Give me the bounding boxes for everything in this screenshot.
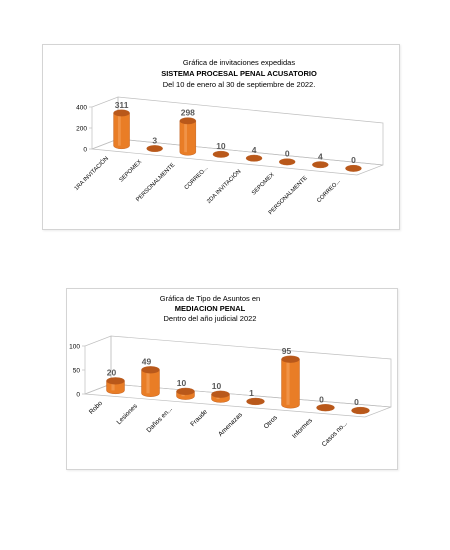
- chart-panel-mediacion: Gráfica de Tipo de Asuntos en MEDIACION …: [66, 288, 398, 470]
- data-label: 311: [115, 100, 129, 110]
- category-label: Casos no...: [321, 420, 349, 448]
- bar-body: [179, 120, 197, 156]
- bar-top: [212, 150, 230, 158]
- chart-title-line-1: Gráfica de Tipo de Asuntos en: [160, 294, 260, 303]
- bar-top: [312, 161, 329, 169]
- category-label: Daños en...: [145, 406, 174, 435]
- data-label: 3: [152, 135, 157, 145]
- data-label: 1: [249, 388, 254, 398]
- bar: [246, 397, 265, 406]
- data-label: 0: [285, 149, 290, 159]
- data-label: 0: [319, 394, 324, 404]
- bar: [212, 150, 230, 158]
- category-label: SEPOMEX: [119, 159, 144, 184]
- bar-top: [246, 397, 265, 406]
- bar-top: [113, 109, 130, 117]
- data-label: 4: [318, 152, 323, 162]
- bar-highlight: [286, 359, 290, 405]
- chart-title-line-2: MEDIACION PENAL: [175, 304, 246, 313]
- chart-title-line-3: Dentro del año judicial 2022: [164, 314, 257, 323]
- category-label: 1RA INVITACIÓN: [73, 155, 110, 192]
- category-label: Fraude: [189, 408, 209, 428]
- data-label: 0: [354, 397, 359, 407]
- bar-top: [176, 387, 195, 395]
- data-label: 298: [181, 108, 195, 118]
- bar-body: [141, 369, 160, 397]
- category-label: SEPOMEX: [251, 172, 276, 197]
- chart-side-wall: [91, 96, 119, 150]
- bar-top: [345, 164, 362, 172]
- data-label: 95: [282, 346, 292, 356]
- category-label: Lesiones: [116, 402, 140, 426]
- chart-back-wall: [117, 96, 384, 166]
- bar-body: [106, 380, 125, 395]
- bar-top: [316, 404, 335, 412]
- bar-top: [351, 406, 370, 415]
- bar: [316, 404, 335, 412]
- bar-highlight: [111, 380, 115, 391]
- y-tick-label: 0: [76, 392, 80, 399]
- category-label: CORREO...: [316, 178, 342, 204]
- bar-body: [113, 112, 130, 149]
- category-label: Robo: [88, 400, 104, 416]
- bar-highlight: [184, 120, 188, 153]
- bar: [345, 164, 362, 172]
- bar-top: [106, 377, 125, 385]
- bar: [351, 406, 370, 415]
- category-label: Amenazas: [217, 411, 244, 438]
- bar: [141, 366, 160, 397]
- bar-top: [245, 154, 263, 162]
- category-label: CORREO...: [184, 165, 210, 191]
- chart-title-line-2: SISTEMA PROCESAL PENAL ACUSATORIO: [161, 69, 317, 78]
- bar: [245, 154, 263, 162]
- bar: [176, 387, 195, 400]
- data-label: 10: [177, 378, 187, 388]
- chart-panel-invitaciones: Gráfica de invitaciones expedidas SISTEM…: [42, 44, 400, 230]
- bar-top: [141, 366, 160, 374]
- bar: [179, 117, 197, 156]
- bar: [211, 390, 230, 403]
- bar: [281, 355, 300, 409]
- bar-top: [278, 158, 296, 166]
- bar-highlight: [146, 369, 150, 394]
- y-tick-label: 400: [76, 105, 87, 112]
- category-label: Informes: [291, 417, 314, 440]
- category-label: 2DA INVITACIÓN: [205, 168, 242, 205]
- bar-top: [211, 390, 230, 398]
- bar: [312, 161, 329, 169]
- bar-top: [281, 355, 300, 363]
- data-label: 0: [351, 155, 356, 165]
- category-label: Otros: [263, 414, 280, 431]
- bar-top: [179, 117, 197, 125]
- data-label: 49: [142, 356, 152, 366]
- bar-highlight: [117, 112, 121, 146]
- chart-side-wall: [84, 335, 112, 395]
- category-label: PERSONALMENTE: [268, 175, 309, 216]
- data-label: 10: [212, 381, 222, 391]
- chart-invitaciones: Gráfica de invitaciones expedidas SISTEM…: [73, 58, 384, 216]
- y-tick-label: 100: [69, 344, 80, 351]
- chart-title-line-3: Del 10 de enero al 30 de septiembre de 2…: [163, 80, 316, 89]
- category-label: PERSONALMENTE: [135, 162, 176, 203]
- bar: [146, 145, 163, 152]
- bar-body: [281, 359, 300, 409]
- y-tick-label: 0: [83, 147, 87, 154]
- chart-mediacion: Gráfica de Tipo de Asuntos en MEDIACION …: [69, 294, 392, 448]
- data-label: 20: [107, 367, 117, 377]
- data-label: 4: [252, 145, 257, 155]
- bar: [278, 158, 296, 166]
- bar: [106, 377, 125, 395]
- data-label: 10: [216, 141, 226, 151]
- y-tick-label: 200: [76, 126, 87, 133]
- y-tick-label: 50: [73, 368, 81, 375]
- chart-title-line-1: Gráfica de invitaciones expedidas: [183, 58, 295, 67]
- bar: [113, 109, 130, 149]
- bar-top: [146, 145, 163, 152]
